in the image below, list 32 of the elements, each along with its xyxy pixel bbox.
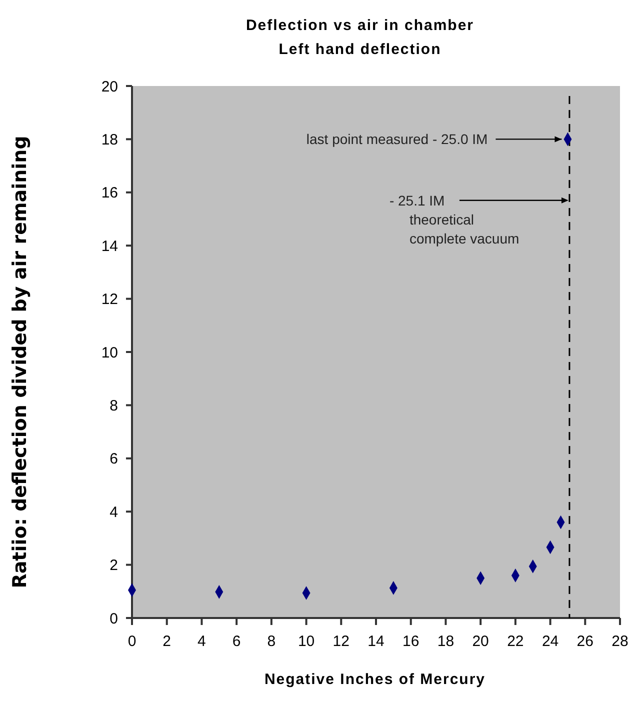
y-tick-label: 20 bbox=[101, 78, 118, 96]
y-tick-label: 2 bbox=[110, 557, 118, 574]
chart-title: Deflection vs air in chamber bbox=[246, 17, 474, 34]
x-tick-label: 2 bbox=[162, 633, 172, 650]
x-tick-label: 16 bbox=[402, 633, 420, 650]
y-axis-title: Ratiio: deflection divided by air remaining bbox=[9, 136, 31, 588]
x-axis-title: Negative Inches of Mercury bbox=[264, 671, 486, 688]
ref-line-label: - 25.1 IM theoretical complete vacuum bbox=[389, 192, 520, 246]
y-tick-label: 0 bbox=[110, 610, 118, 628]
y-tick-label: 12 bbox=[101, 291, 118, 308]
x-tick-label: 28 bbox=[612, 633, 628, 650]
y-tick-label: 10 bbox=[101, 344, 118, 362]
x-tick-label: 22 bbox=[507, 633, 524, 650]
y-tick-label: 4 bbox=[110, 504, 118, 521]
x-tick-label: 4 bbox=[198, 633, 206, 650]
x-tick-label: 10 bbox=[298, 633, 315, 650]
x-tick-label: 0 bbox=[128, 633, 136, 650]
chart-subtitle: Left hand deflection bbox=[278, 41, 442, 58]
x-tick-label: 8 bbox=[267, 633, 276, 650]
y-tick-label: 6 bbox=[110, 450, 118, 468]
x-tick-label: 12 bbox=[332, 633, 350, 650]
y-tick-label: 14 bbox=[101, 238, 118, 255]
annotation: last point measured - 25.0 IM bbox=[306, 131, 488, 148]
x-tick-label: 26 bbox=[576, 633, 594, 650]
y-tick-label: 18 bbox=[101, 131, 118, 148]
x-tick-label: 6 bbox=[232, 633, 241, 650]
x-tick-label: 18 bbox=[437, 633, 454, 650]
x-tick-label: 20 bbox=[472, 633, 489, 650]
x-tick-label: 14 bbox=[368, 633, 384, 650]
y-tick-label: 8 bbox=[110, 397, 118, 414]
x-tick-label: 24 bbox=[542, 633, 559, 650]
y-tick-label: 16 bbox=[101, 184, 118, 202]
